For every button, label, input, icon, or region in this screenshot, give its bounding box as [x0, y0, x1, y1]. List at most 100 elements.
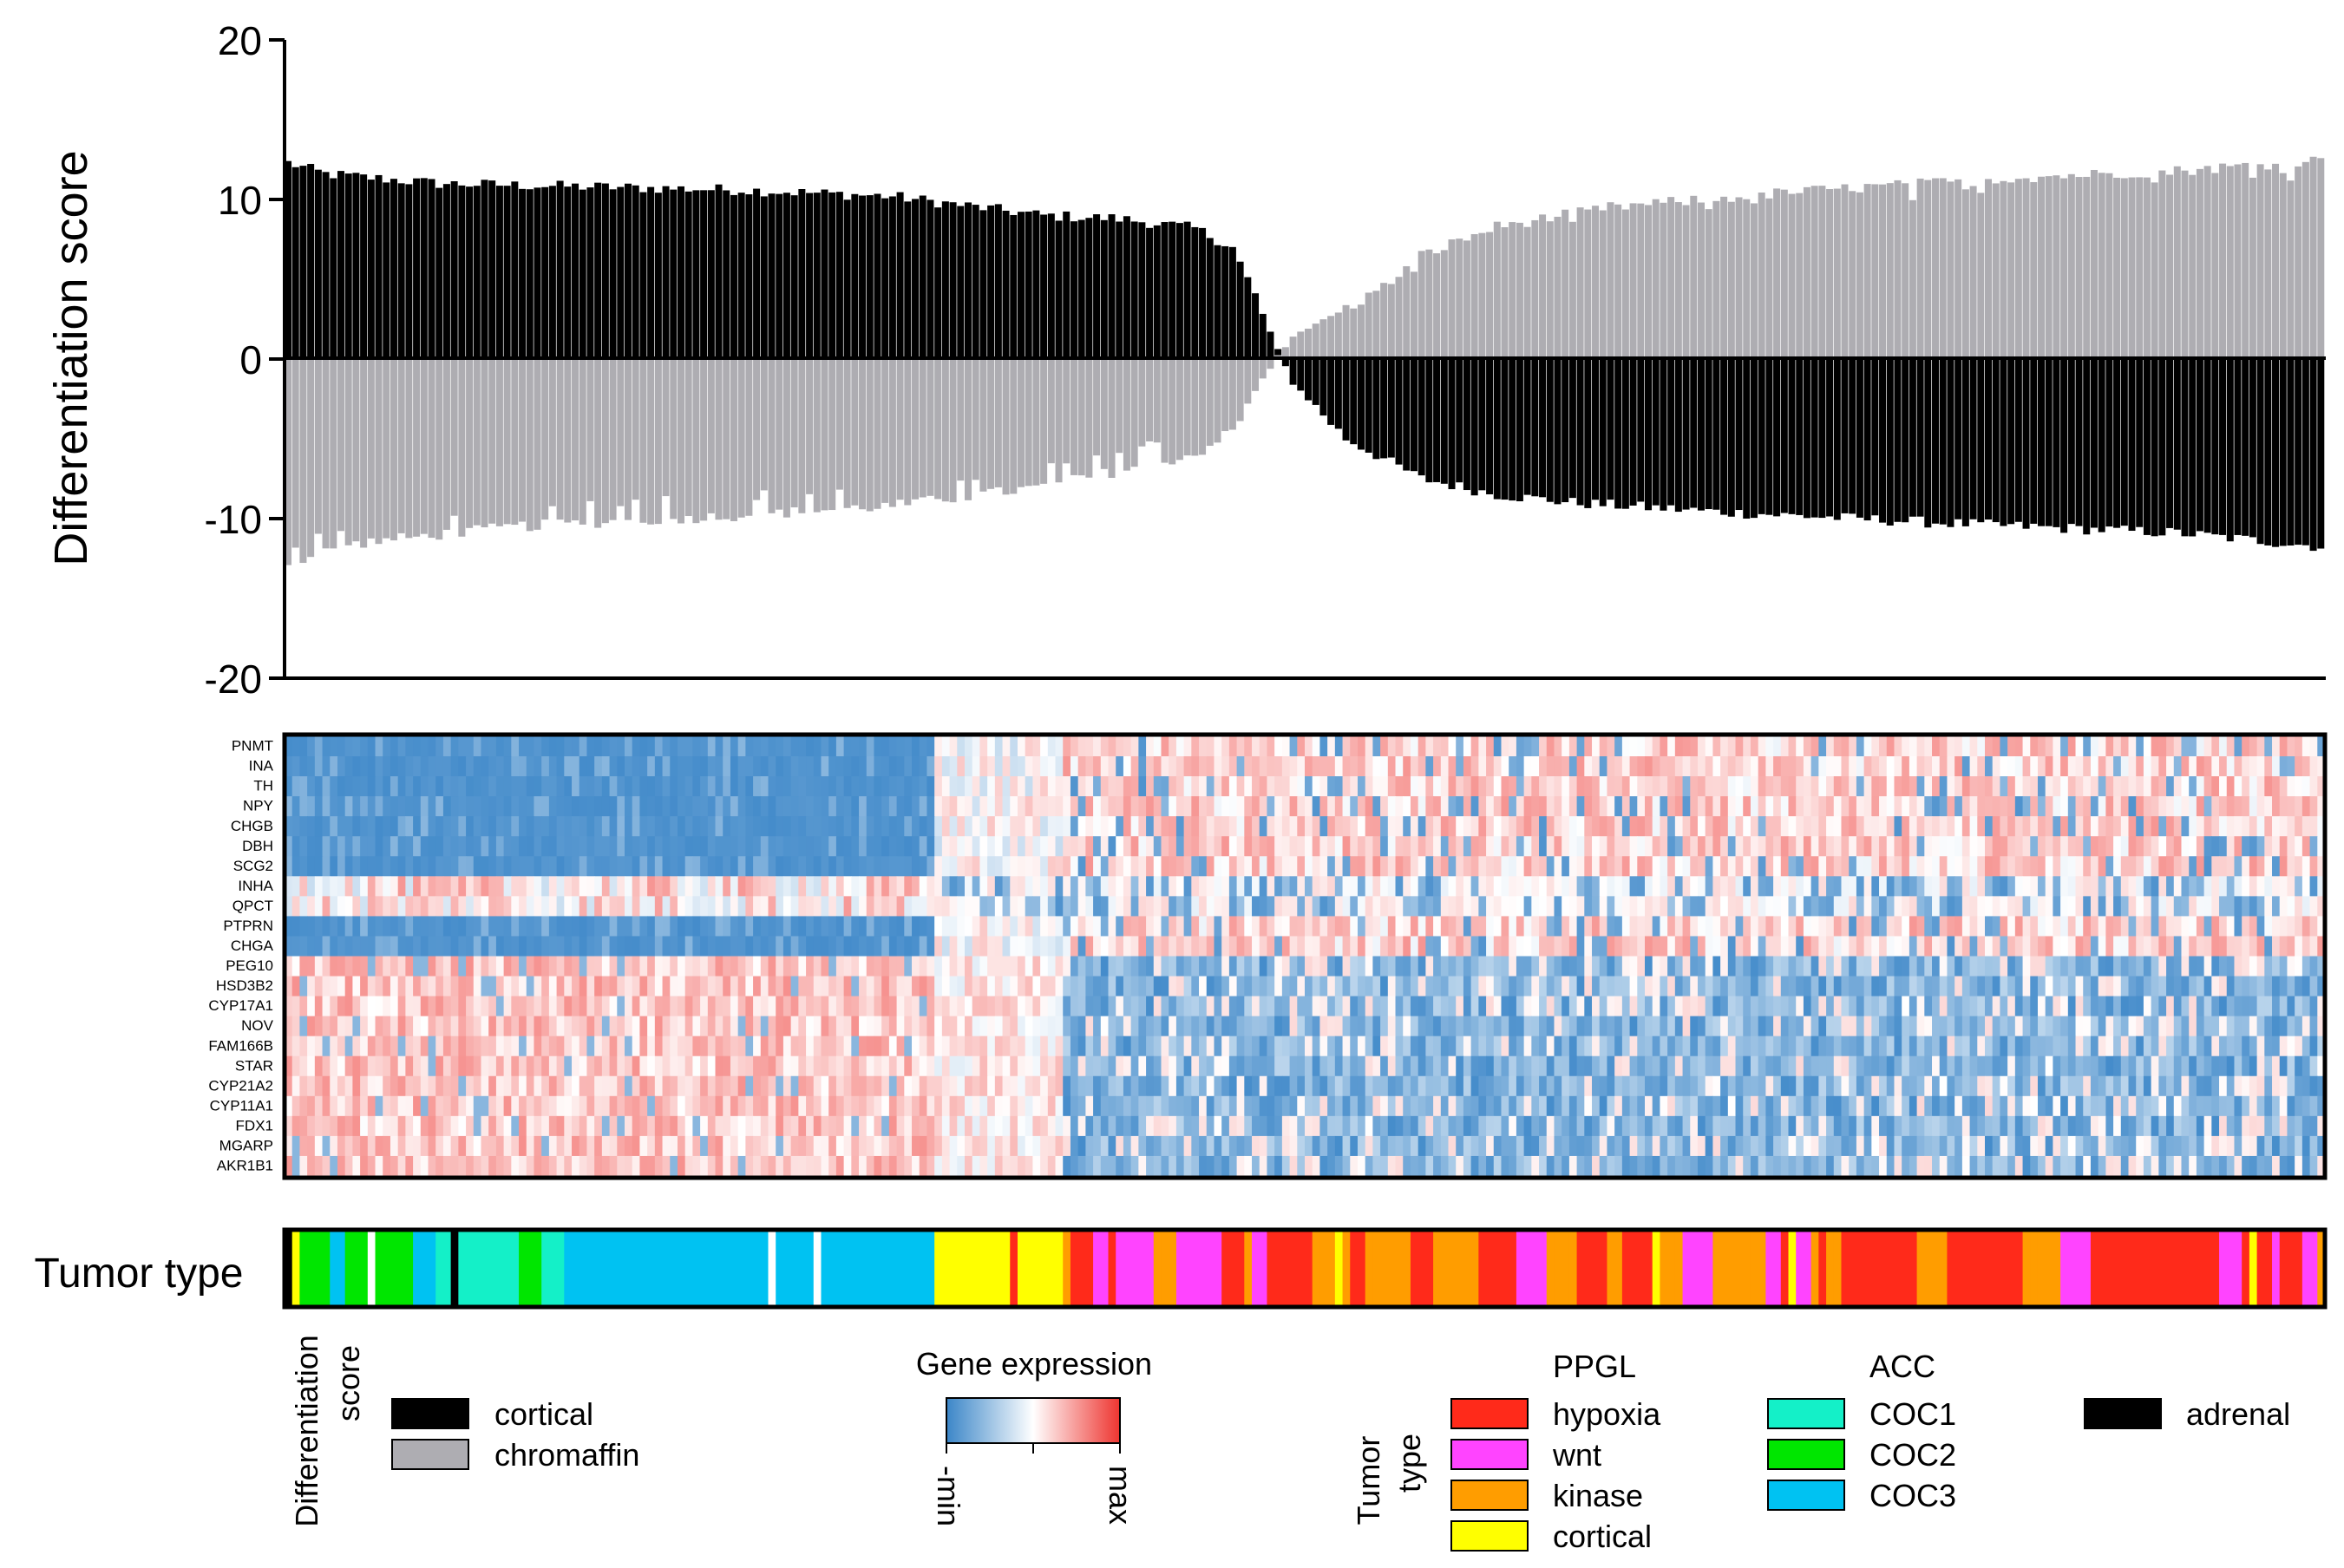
heatmap-cell: [1161, 836, 1169, 857]
heatmap-cell: [1947, 876, 1955, 897]
heatmap-cell: [874, 956, 882, 977]
heatmap-cell: [866, 936, 875, 957]
heatmap-cell: [1932, 796, 1941, 817]
heatmap-cell: [1667, 816, 1676, 837]
heatmap-cell: [866, 736, 875, 757]
heatmap-cell: [1546, 956, 1555, 977]
heatmap-cell: [1645, 796, 1653, 817]
heatmap-cell: [2120, 816, 2130, 837]
heatmap-cell: [753, 1036, 762, 1057]
heatmap-cell: [442, 1016, 452, 1037]
bar-chromaffin: [2120, 178, 2128, 359]
heatmap-cell: [994, 1016, 1004, 1037]
heatmap-cell: [1387, 896, 1397, 918]
heatmap-cell: [2151, 736, 2159, 757]
heatmap-cell: [2037, 796, 2046, 817]
heatmap-cell: [1334, 936, 1344, 957]
heatmap-cell: [1169, 916, 1177, 938]
bar-chromaffin: [1947, 181, 1954, 359]
heatmap-cell: [594, 836, 603, 857]
heatmap-cell: [285, 1055, 293, 1077]
heatmap-cell: [1546, 836, 1555, 857]
heatmap-cell: [2264, 936, 2273, 957]
heatmap-cell: [1327, 776, 1336, 797]
heatmap-cell: [1539, 756, 1548, 777]
heatmap-cell: [1961, 956, 1971, 977]
heatmap-cell: [1849, 916, 1857, 938]
heatmap-cell: [859, 896, 868, 918]
heatmap-cell: [1727, 796, 1737, 817]
heatmap-cell: [1652, 956, 1661, 977]
heatmap-cell: [1228, 796, 1238, 817]
heatmap-cell: [2249, 736, 2258, 757]
heatmap-cell: [564, 796, 573, 817]
heatmap-cell: [1319, 796, 1328, 817]
heatmap-cell: [2007, 756, 2016, 777]
heatmap-cell: [768, 936, 776, 957]
bar-chromaffin: [1123, 359, 1130, 471]
heatmap-cell: [2113, 1036, 2122, 1057]
heatmap-cell: [2219, 796, 2228, 817]
heatmap-cell: [1614, 1036, 1623, 1057]
bar-cortical: [821, 189, 828, 359]
heatmap-cell: [760, 836, 769, 857]
heatmap-cell: [1228, 836, 1238, 857]
heatmap-cell: [1562, 816, 1570, 837]
heatmap-cell: [684, 896, 693, 918]
heatmap-cell: [609, 736, 618, 757]
heatmap-cell: [790, 976, 799, 997]
heatmap-cell: [1576, 976, 1585, 997]
heatmap-cell: [609, 756, 618, 777]
heatmap-cell: [2053, 916, 2061, 938]
heatmap-cell: [790, 876, 799, 897]
heatmap-cell: [466, 756, 475, 777]
heatmap-cell: [1040, 756, 1049, 777]
heatmap-cell: [1720, 936, 1729, 957]
heatmap-cell: [684, 976, 693, 997]
heatmap-cell: [299, 856, 308, 877]
heatmap-cell: [1161, 916, 1169, 938]
heatmap-cell: [1546, 936, 1555, 957]
heatmap-cell: [307, 936, 316, 957]
heatmap-cell: [488, 776, 497, 797]
heatmap-cell: [1380, 776, 1389, 797]
heatmap-cell: [2083, 916, 2092, 938]
heatmap-cell: [1130, 976, 1139, 997]
heatmap-cell: [926, 776, 935, 797]
heatmap-cell: [677, 916, 686, 938]
heatmap-cell: [503, 796, 512, 817]
heatmap-cell: [979, 856, 988, 877]
heatmap-cell: [987, 916, 996, 938]
bar-chromaffin: [579, 359, 586, 525]
heatmap-cell: [632, 936, 641, 957]
heatmap-cell: [609, 876, 618, 897]
bar-cortical: [397, 183, 405, 359]
heatmap-cell: [2083, 936, 2092, 957]
heatmap-cell: [360, 1055, 369, 1077]
heatmap-cell: [534, 916, 542, 938]
heatmap-cell: [1002, 756, 1011, 777]
heatmap-cell: [428, 1055, 436, 1077]
heatmap-cell: [1130, 896, 1139, 918]
heatmap-cell: [851, 936, 860, 957]
heatmap-cell: [859, 996, 868, 1017]
heatmap-cell: [2226, 836, 2236, 857]
heatmap-cell: [344, 1036, 353, 1057]
heatmap-cell: [1947, 776, 1955, 797]
heatmap-cell: [2279, 876, 2288, 897]
heatmap-cell: [1017, 916, 1026, 938]
heatmap-cell: [1750, 776, 1759, 797]
heatmap-cell: [1780, 1036, 1790, 1057]
heatmap-cell: [2301, 1016, 2311, 1037]
heatmap-cell: [2264, 816, 2273, 837]
heatmap-cell: [835, 876, 845, 897]
heatmap-cell: [1509, 1036, 1517, 1057]
heatmap-cell: [601, 816, 611, 837]
heatmap-cell: [503, 956, 512, 977]
heatmap-cell: [1070, 996, 1079, 1017]
heatmap-cell: [1674, 836, 1684, 857]
heatmap-cell: [534, 956, 542, 977]
heatmap-cell: [1833, 916, 1843, 938]
heatmap-cell: [2136, 836, 2144, 857]
heatmap-cell: [972, 876, 981, 897]
